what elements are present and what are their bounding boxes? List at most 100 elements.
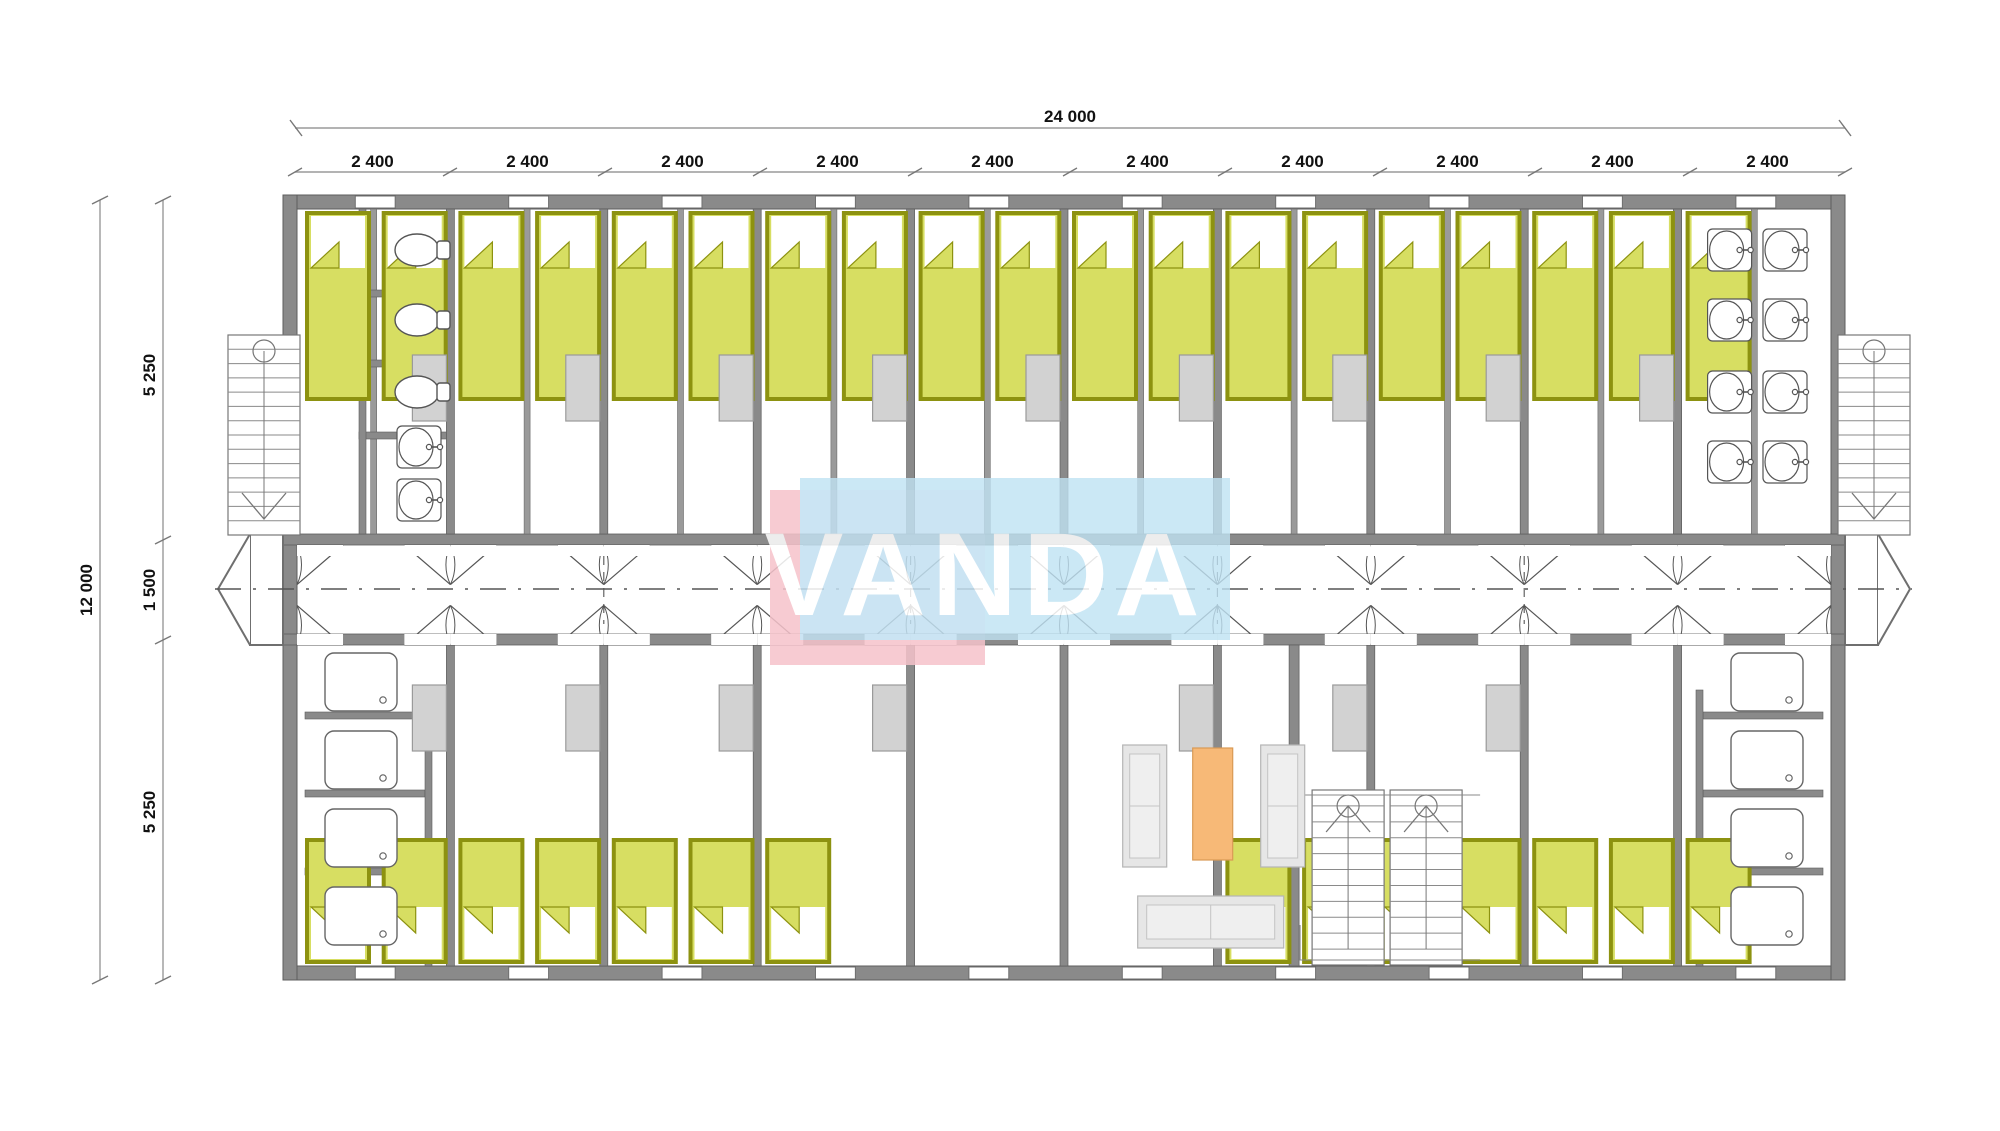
bed-top-4b-fold [999, 240, 1030, 269]
shower-block-wall-right [1695, 689, 1704, 967]
bed-bottom-2b-fold [692, 906, 724, 935]
overall-height-label: 12 000 [77, 564, 96, 616]
washbasin-right-inner-2 [1706, 370, 1754, 414]
wardrobe-bottom-6 [1178, 684, 1215, 752]
partition-wall-bottom [906, 644, 915, 967]
dimension-tick [1372, 167, 1388, 177]
wardrobe-bottom-3 [718, 684, 754, 752]
top-dimension-overall: 24 000 [289, 107, 1852, 137]
stair-interior-b-arrow [1403, 804, 1449, 833]
door-bottom-0a-opening [297, 634, 344, 645]
wardrobe-top-4 [871, 354, 908, 422]
door-bottom-0b-opening [404, 634, 451, 645]
window-bottom-6 [1275, 966, 1317, 980]
window-top-9 [1735, 195, 1777, 209]
wardrobe-bottom-8 [1485, 684, 1521, 752]
left-dimension-label-1: 1 500 [140, 569, 159, 612]
door-bottom-1b-opening [557, 634, 604, 645]
shower-right-0 [1730, 652, 1804, 712]
window-bottom-4 [968, 966, 1010, 980]
door-top-6b-opening [1324, 545, 1371, 556]
door-top-2b-opening [711, 545, 758, 556]
shower-right-3 [1730, 886, 1804, 946]
washbasin-right-inner-3 [1706, 440, 1754, 484]
bed-top-3b-fold [846, 240, 877, 269]
bed-bottom-3a-fold [769, 906, 800, 935]
washbasin-right-inner-0 [1706, 228, 1754, 272]
partition-wall-bottom [446, 644, 455, 967]
door-top-0a-opening [297, 545, 344, 556]
beds-layer [305, 211, 1752, 964]
door-bottom-7b-opening [1478, 634, 1525, 645]
bed-top-7a-fold [1383, 240, 1414, 269]
wardrobe-bottom-7 [1332, 684, 1368, 752]
room-divider-top [1290, 208, 1298, 535]
door-top-0b-opening [404, 545, 451, 556]
bed-bottom-7b-fold [1459, 906, 1491, 935]
washbasin-left-0 [396, 425, 444, 469]
bed-top-6b-fold [1306, 240, 1337, 269]
wardrobe-top-9 [1638, 354, 1675, 422]
door-top-9a-opening [1677, 545, 1724, 556]
dimension-tick [1837, 167, 1853, 177]
door-top-1b-opening [557, 545, 604, 556]
bed-top-8a-fold [1536, 240, 1567, 269]
partition-wall-bottom [1673, 644, 1682, 967]
dimension-tick [1682, 167, 1698, 177]
room-divider-top [1751, 208, 1758, 535]
dimension-tick [1062, 167, 1078, 177]
door-top-6a-opening [1217, 545, 1264, 556]
partition-wall-bottom [1519, 644, 1529, 967]
top-dimension-bays: 2 400 2 400 2 400 2 400 2 400 2 400 2 400 2 400… [287, 152, 1853, 177]
shower-divider-left-0 [304, 711, 426, 720]
partition-wall-bottom [599, 644, 609, 967]
washbasin-right-outer-1 [1762, 298, 1810, 342]
window-bottom-0 [354, 966, 396, 980]
bed-bottom-9a-fold [1690, 906, 1721, 935]
bed-top-7b-fold [1459, 240, 1491, 269]
wardrobe-top-2 [565, 354, 601, 422]
window-bottom-9 [1735, 966, 1777, 980]
window-bottom-3 [814, 966, 856, 980]
window-bottom-5 [1121, 966, 1163, 980]
stair-interior-a-arrow [1325, 804, 1371, 833]
left-dimension-overall: 12 000 [77, 195, 109, 985]
door-bottom-2a-opening [603, 634, 650, 645]
dimension-tick [1527, 167, 1543, 177]
stair-left-origin [252, 339, 276, 363]
bed-top-0a-fold [309, 240, 340, 269]
window-top-1 [508, 195, 550, 209]
bed-top-3a-fold [769, 240, 800, 269]
door-top-9b-opening [1784, 545, 1831, 556]
room-divider-top [677, 208, 684, 535]
door-top-8b-opening [1631, 545, 1678, 556]
window-bottom-1 [508, 966, 550, 980]
washbasin-right-outer-2 [1762, 370, 1810, 414]
wardrobe-bottom-4 [871, 684, 908, 752]
room-divider-top [370, 208, 378, 535]
stair-right-origin [1862, 339, 1886, 363]
door-bottom-6a-opening [1217, 634, 1264, 645]
dimension-tick [442, 167, 458, 177]
washbasin-right-inner-1 [1706, 298, 1754, 342]
wardrobe-top-3 [718, 354, 754, 422]
left-dimension-segments: 5 250 1 500 5 250 [140, 195, 172, 985]
partition-wall-bottom [752, 644, 762, 967]
room-divider-top [1597, 208, 1605, 535]
room-divider-top [1444, 208, 1451, 535]
door-top-2a-opening [603, 545, 650, 556]
left-dimension-label-2: 5 250 [140, 791, 159, 834]
bed-top-5a-fold [1076, 240, 1107, 269]
bay-dimension-label-7: 2 400 [1436, 152, 1479, 171]
bed-top-1b-fold [539, 240, 570, 269]
bed-bottom-8b-fold [1613, 906, 1644, 935]
shower-left-3 [324, 886, 398, 946]
lounge-furniture-layer [1122, 744, 1306, 949]
bay-dimension-label-3: 2 400 [816, 152, 859, 171]
window-top-5 [1121, 195, 1163, 209]
bed-top-2b-fold [692, 240, 724, 269]
stair-left-arrow [241, 492, 287, 521]
shower-left-1 [324, 730, 398, 790]
shower-left-2 [324, 808, 398, 868]
